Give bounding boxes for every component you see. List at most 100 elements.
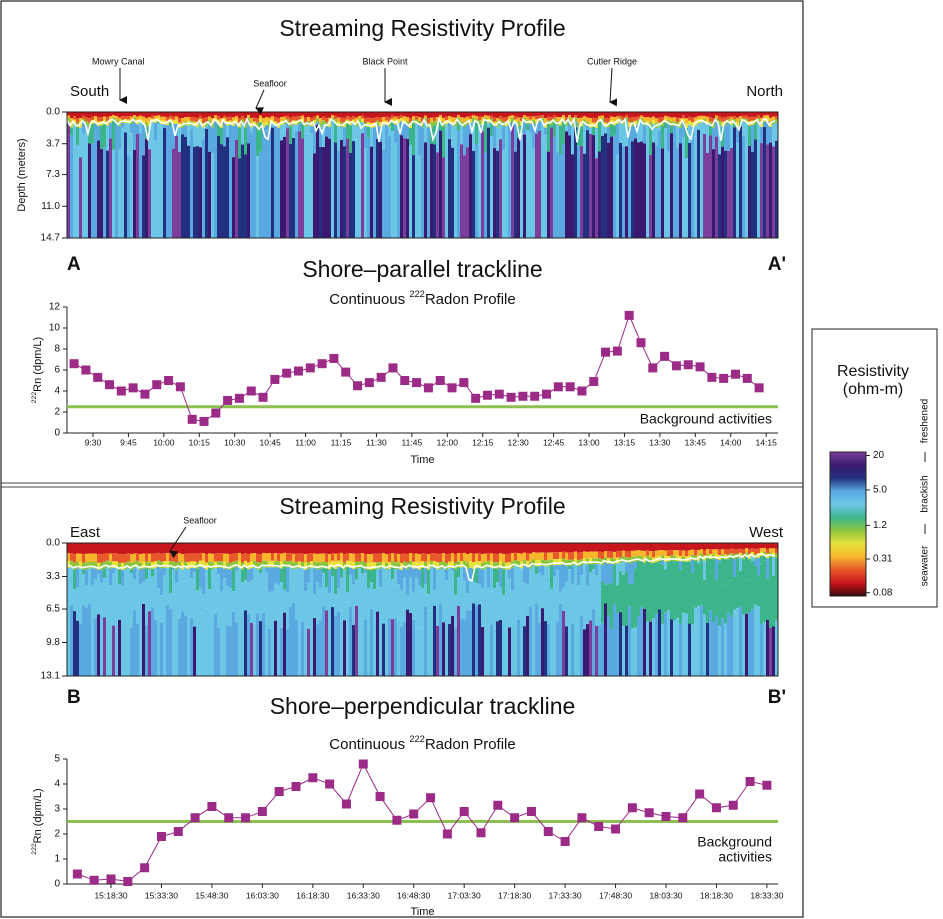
resistivity-cell bbox=[529, 568, 532, 577]
resistivity-cell bbox=[493, 117, 496, 122]
resistivity-cell bbox=[469, 118, 472, 123]
resistivity-cell bbox=[520, 112, 523, 118]
resistivity-cell bbox=[724, 112, 727, 117]
resistivity-cell bbox=[127, 561, 130, 568]
resistivity-cell bbox=[181, 554, 184, 563]
resistivity-cell bbox=[736, 142, 739, 238]
resistivity-cell bbox=[280, 125, 283, 141]
resistivity-cell bbox=[148, 112, 151, 118]
resistivity-cell bbox=[163, 615, 166, 676]
resistivity-cell bbox=[220, 112, 223, 119]
resistivity-cell bbox=[415, 561, 418, 569]
resistivity-cell bbox=[277, 617, 280, 676]
resistivity-cell bbox=[583, 119, 586, 124]
resistivity-cell bbox=[481, 569, 484, 589]
resistivity-cell bbox=[88, 543, 91, 554]
resistivity-cell bbox=[196, 122, 199, 128]
resistivity-cell bbox=[280, 112, 283, 118]
resistivity-cell bbox=[289, 560, 292, 568]
resistivity-cell bbox=[556, 559, 559, 566]
resistivity-cell bbox=[169, 561, 172, 568]
resistivity-cell bbox=[526, 543, 529, 553]
resistivity-cell bbox=[433, 567, 436, 591]
resistivity-cell bbox=[190, 553, 193, 562]
resistivity-cell bbox=[112, 553, 115, 562]
resistivity-cell bbox=[394, 543, 397, 554]
resistivity-cell bbox=[463, 126, 466, 156]
resistivity-cell bbox=[427, 594, 430, 611]
resistivity-cell bbox=[595, 551, 598, 559]
resistivity-cell bbox=[613, 579, 616, 605]
resistivity-cell bbox=[346, 112, 349, 117]
resistivity-cell bbox=[481, 543, 484, 555]
resistivity-cell bbox=[736, 571, 739, 609]
resistivity-cell bbox=[358, 553, 361, 562]
resistivity-cell bbox=[520, 582, 523, 611]
resistivity-cell bbox=[691, 117, 694, 123]
radon-point bbox=[409, 809, 419, 819]
resistivity-cell bbox=[406, 125, 409, 139]
resistivity-cell bbox=[322, 606, 325, 676]
resistivity-cell bbox=[469, 134, 472, 238]
radon-point bbox=[164, 376, 174, 385]
resistivity-cell bbox=[616, 543, 619, 552]
resistivity-cell bbox=[151, 561, 154, 569]
x-tick-label: 12:45 bbox=[543, 437, 565, 447]
resistivity-cell bbox=[340, 552, 343, 561]
resistivity-cell bbox=[301, 118, 304, 122]
resistivity-cell bbox=[118, 543, 121, 555]
resistivity-cell bbox=[646, 560, 649, 587]
resistivity-cell bbox=[202, 560, 205, 568]
resistivity-cell bbox=[697, 112, 700, 117]
resistivity-cell bbox=[658, 117, 661, 123]
resistivity-cell bbox=[766, 112, 769, 116]
resistivity-cell bbox=[430, 117, 433, 123]
resistivity-cell bbox=[541, 112, 544, 116]
resistivity-cell bbox=[763, 622, 766, 676]
resistivity-cell bbox=[598, 122, 601, 152]
resistivity-cell bbox=[94, 137, 97, 238]
resistivity-cell bbox=[337, 567, 340, 589]
resistivity-cell bbox=[565, 581, 568, 627]
background-label: Background activities bbox=[640, 411, 772, 427]
resistivity-cell bbox=[388, 553, 391, 563]
resistivity-cell bbox=[571, 112, 574, 118]
resistivity-cell bbox=[376, 543, 379, 554]
resistivity-cell bbox=[562, 143, 565, 238]
x-tick-label: 15:48:30 bbox=[195, 890, 228, 900]
resistivity-cell bbox=[736, 608, 739, 676]
seafloor-line bbox=[66, 116, 776, 143]
resistivity-cell bbox=[97, 574, 100, 615]
resistivity-cell bbox=[175, 605, 178, 676]
resistivity-cell bbox=[559, 120, 562, 126]
resistivity-cell bbox=[592, 558, 595, 565]
resistivity-cell bbox=[658, 560, 661, 564]
resistivity-cell bbox=[136, 124, 139, 134]
resistivity-cell bbox=[718, 124, 721, 155]
resistivity-cell bbox=[562, 587, 565, 611]
resistivity-cell bbox=[580, 552, 583, 560]
radon-point bbox=[482, 390, 492, 400]
resistivity-cell bbox=[268, 628, 271, 676]
resistivity-cell bbox=[436, 112, 439, 118]
resistivity-cell bbox=[757, 112, 760, 116]
resistivity-cell bbox=[178, 151, 181, 238]
resistivity-cell bbox=[457, 567, 460, 578]
resistivity-cell bbox=[664, 612, 667, 676]
resistivity-cell bbox=[703, 122, 706, 134]
resistivity-cell bbox=[487, 127, 490, 238]
radon-point bbox=[542, 389, 552, 399]
resistivity-cell bbox=[772, 575, 775, 627]
resistivity-cell bbox=[490, 561, 493, 569]
resistivity-cell bbox=[109, 112, 112, 117]
resistivity-cell bbox=[352, 116, 355, 120]
resistivity-cell bbox=[454, 112, 457, 118]
resistivity-cell bbox=[391, 543, 394, 554]
resistivity-cell bbox=[205, 125, 208, 129]
resistivity-cell bbox=[373, 127, 376, 158]
resistivity-cell bbox=[73, 112, 76, 117]
resistivity-cell bbox=[298, 572, 301, 630]
resistivity-cell bbox=[214, 121, 217, 145]
resistivity-cell bbox=[67, 124, 70, 238]
resistivity-cell bbox=[676, 561, 679, 581]
